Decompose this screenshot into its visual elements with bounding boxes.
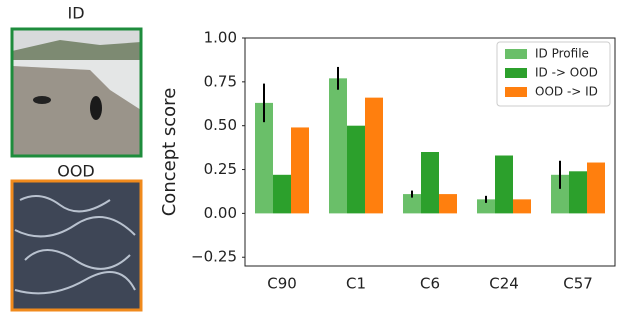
- bar: [587, 162, 605, 214]
- legend-swatch: [505, 87, 527, 97]
- bar: [273, 174, 291, 214]
- ood-image: [10, 179, 143, 312]
- plot-frame: [244, 37, 616, 267]
- image-label: OOD: [57, 162, 95, 181]
- bar: [403, 194, 421, 214]
- y-tick-label: 0.25: [204, 160, 237, 178]
- legend-label: ID -> OOD: [535, 66, 598, 80]
- y-tick-label: −0.25: [191, 248, 237, 266]
- x-tick-label: C24: [489, 275, 519, 293]
- bar: [329, 78, 347, 214]
- legend-swatch: [505, 68, 527, 78]
- x-tick-label: C6: [420, 275, 440, 293]
- x-tick-label: C1: [346, 275, 366, 293]
- image-label: ID: [67, 4, 84, 23]
- bar: [365, 97, 383, 214]
- y-tick-label: 0.00: [204, 204, 237, 222]
- legend-label: ID Profile: [535, 47, 589, 61]
- bar: [255, 102, 273, 214]
- bar: [513, 199, 531, 214]
- bar: [495, 155, 513, 214]
- bar: [569, 171, 587, 214]
- bar: [291, 127, 309, 214]
- bar: [439, 194, 457, 214]
- x-tick-label: C57: [563, 275, 593, 293]
- y-tick-label: 0.75: [204, 72, 237, 90]
- bar: [347, 125, 365, 214]
- legend-swatch: [505, 49, 527, 59]
- y-tick-label: 0.50: [204, 116, 237, 134]
- y-axis-label: Concept score: [159, 88, 180, 217]
- y-tick-label: 1.00: [204, 29, 237, 47]
- legend-label: OOD -> ID: [535, 85, 598, 99]
- x-tick-label: C90: [267, 275, 297, 293]
- id-image: [10, 27, 143, 158]
- bar: [421, 152, 439, 214]
- bar: [551, 174, 569, 214]
- bar: [477, 199, 495, 214]
